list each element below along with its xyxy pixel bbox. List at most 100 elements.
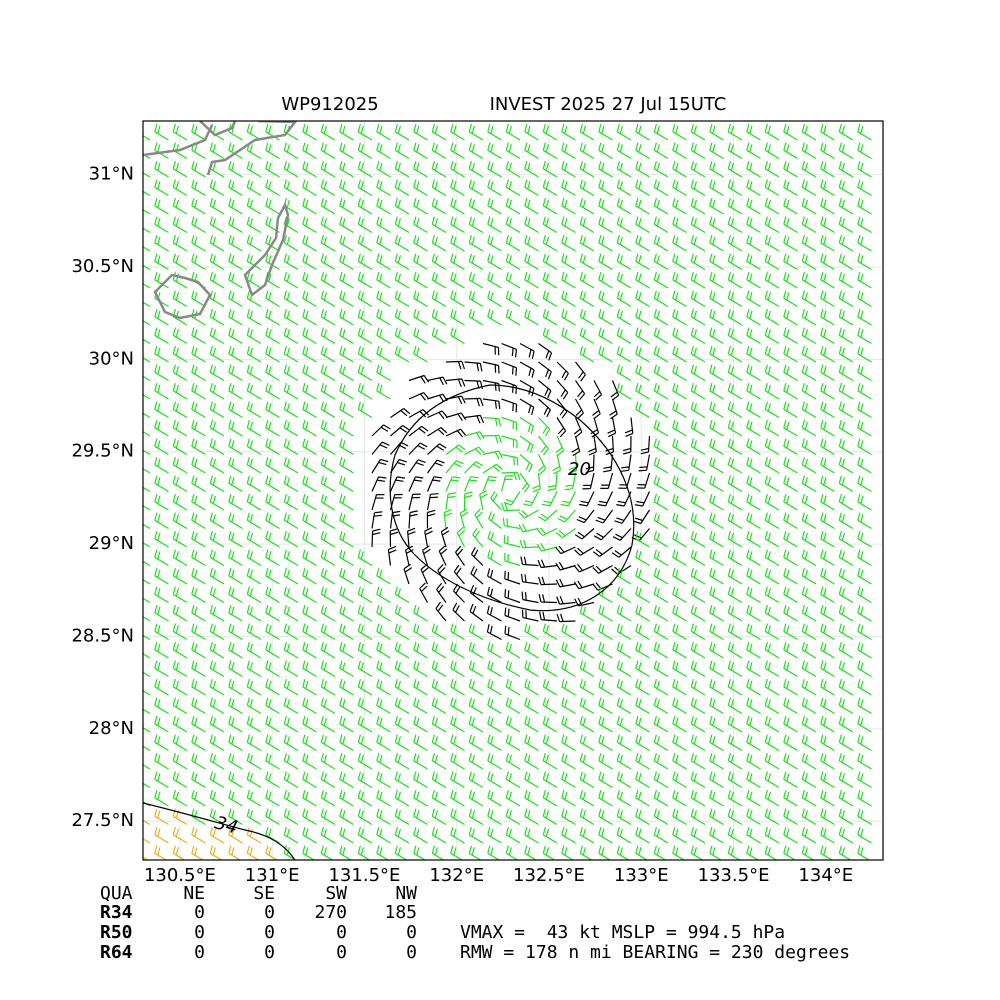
- wind-barb: [357, 734, 373, 752]
- wind-barb: [302, 160, 317, 178]
- wind-barb: [464, 461, 484, 474]
- wind-barb: [542, 271, 558, 289]
- y-tick-label: 27.5°N: [71, 810, 134, 831]
- wind-barb: [191, 845, 205, 860]
- wind-barb: [505, 160, 521, 178]
- wind-barb: [857, 179, 872, 197]
- wind-barb: [172, 826, 188, 844]
- wind-barb: [593, 528, 613, 541]
- wind-barb: [801, 234, 817, 252]
- wind-barb: [783, 419, 798, 437]
- wind-barb: [394, 327, 410, 345]
- wind-barb: [209, 604, 225, 622]
- wind-barb: [561, 290, 576, 308]
- wind-barb: [339, 216, 354, 234]
- wind-barb: [542, 216, 558, 234]
- wind-barb: [635, 789, 650, 807]
- wind-barb: [573, 563, 595, 573]
- wind-barb: [653, 549, 669, 567]
- wind-barb: [154, 493, 169, 511]
- wind-barb: [302, 123, 317, 141]
- wind-barb: [357, 808, 373, 826]
- wind-barb: [431, 771, 447, 789]
- wind-barb: [801, 567, 817, 585]
- wind-barb: [542, 160, 558, 178]
- wind-barb: [764, 216, 780, 234]
- wind-barb: [598, 808, 613, 826]
- wind-barb: [561, 179, 576, 197]
- wind-barb: [394, 234, 410, 252]
- wind-barb: [413, 623, 428, 641]
- wind-barb: [431, 179, 447, 197]
- wind-barb: [764, 826, 780, 844]
- wind-barb: [857, 216, 872, 234]
- wind-barb: [672, 382, 687, 400]
- wind-barb: [408, 374, 430, 384]
- wind-barb: [727, 197, 743, 215]
- wind-barb: [320, 401, 336, 419]
- wind-barb: [764, 715, 780, 733]
- wind-barb: [505, 752, 521, 770]
- x-tick-label: 131°E: [245, 865, 300, 886]
- wind-barb: [653, 623, 669, 641]
- wind-barb: [635, 401, 650, 419]
- wind-barb: [592, 398, 601, 420]
- x-tick-label: 134°E: [798, 865, 853, 886]
- wind-barb: [172, 475, 188, 493]
- wind-barb: [376, 290, 391, 308]
- wind-barb: [376, 660, 391, 678]
- wind-barb: [228, 179, 243, 197]
- wind-barb: [246, 419, 262, 437]
- wind-barb: [524, 752, 539, 770]
- wind-barb: [709, 401, 724, 419]
- wind-barb: [635, 567, 650, 585]
- wind-barb: [487, 308, 502, 326]
- contour: [143, 802, 296, 860]
- wind-barb: [265, 290, 280, 308]
- wind-barb: [524, 826, 539, 844]
- wind-barb: [746, 382, 761, 400]
- wind-barb: [246, 567, 262, 585]
- wind-barb: [339, 604, 354, 622]
- wind-barb: [246, 530, 262, 548]
- wind-barb: [172, 549, 188, 567]
- wind-barb: [764, 364, 780, 382]
- wind-barb: [598, 641, 613, 659]
- wind-barb: [560, 491, 577, 507]
- wind-barb: [690, 493, 706, 511]
- wind-barb: [394, 179, 410, 197]
- wind-barb: [191, 678, 206, 696]
- wind-barb: [521, 609, 539, 622]
- wind-barb: [505, 715, 521, 733]
- wind-barb: [595, 509, 613, 524]
- wind-barb: [709, 715, 724, 733]
- wind-barb: [468, 697, 484, 715]
- wind-barb: [616, 623, 632, 641]
- wind-barb: [172, 216, 188, 234]
- wind-barb: [450, 715, 465, 733]
- table-cell: 0: [336, 922, 347, 943]
- wind-barb: [727, 715, 743, 733]
- wind-barb: [610, 380, 620, 401]
- wind-barb: [504, 570, 521, 585]
- wind-barb: [431, 752, 447, 770]
- wind-barb: [783, 808, 798, 826]
- wind-barb: [339, 234, 354, 252]
- wind-barb: [579, 660, 595, 678]
- wind-barb: [228, 271, 243, 289]
- wind-barb: [764, 493, 780, 511]
- wind-barb: [320, 475, 336, 493]
- wind-barb: [283, 475, 299, 493]
- wind-barb: [838, 512, 854, 530]
- wind-barb: [283, 364, 299, 382]
- wind-barb: [857, 493, 872, 511]
- wind-barb: [801, 771, 817, 789]
- wind-barb: [598, 604, 613, 622]
- wind-barb: [727, 808, 743, 826]
- wind-barb: [191, 771, 206, 789]
- wind-barb: [709, 493, 724, 511]
- wind-barb: [727, 179, 743, 197]
- x-tick-label: 130.5°E: [144, 865, 216, 886]
- wind-barb: [265, 308, 280, 326]
- wind-barb: [246, 234, 262, 252]
